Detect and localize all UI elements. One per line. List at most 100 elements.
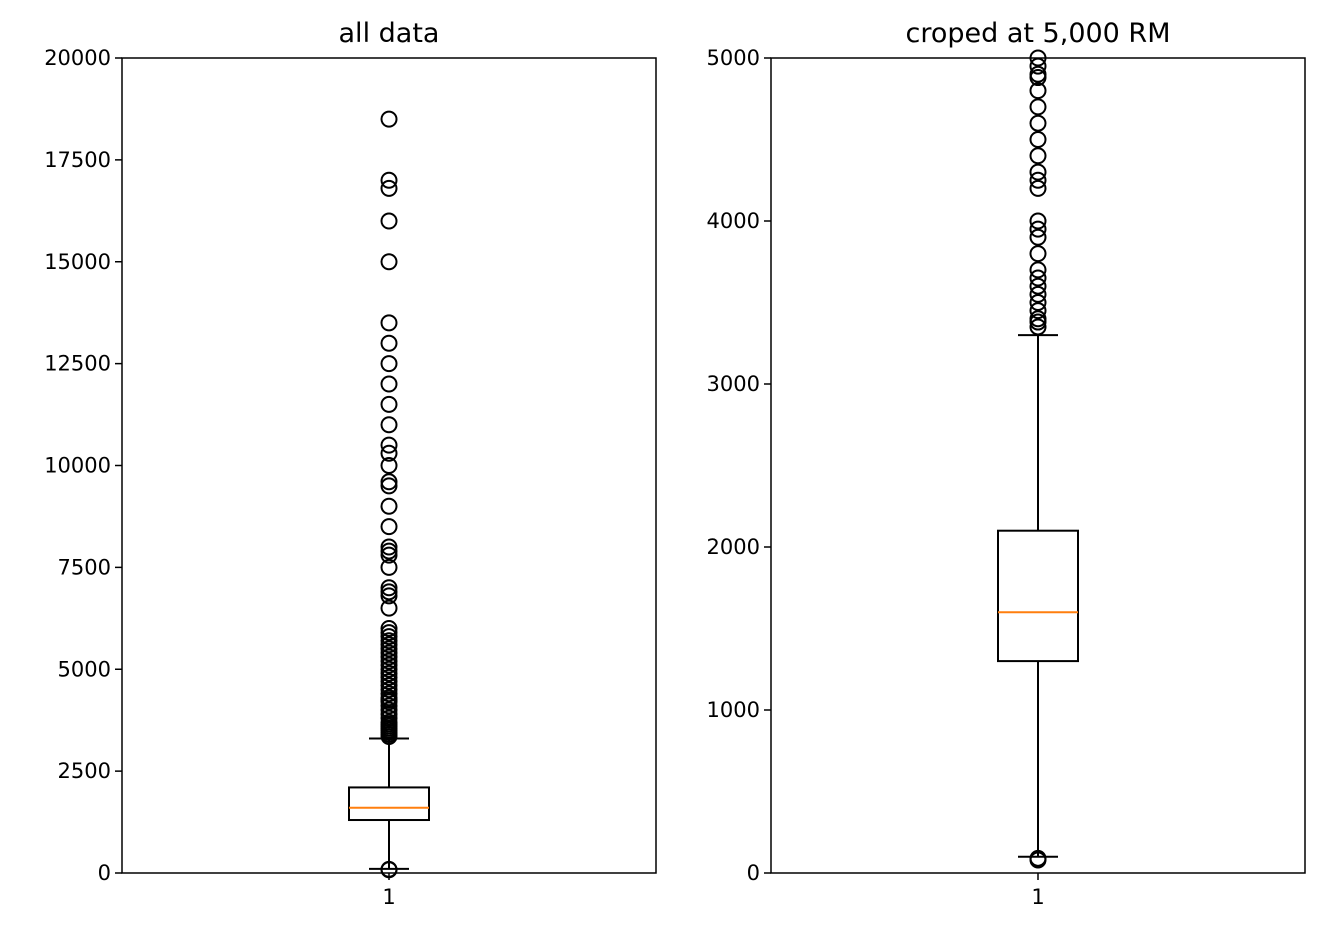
outlier-point xyxy=(380,713,398,731)
outlier-point xyxy=(380,583,398,601)
outlier-point xyxy=(380,644,398,662)
x-tick-label: 1 xyxy=(1031,885,1044,909)
outlier-point xyxy=(380,587,398,605)
x-axis-ticks-croped: 1 xyxy=(1031,873,1045,909)
outlier-point xyxy=(380,672,398,690)
box-iqr xyxy=(348,786,430,822)
y-tick-label: 17500 xyxy=(44,148,111,172)
outlier-point xyxy=(380,375,398,393)
outlier-point xyxy=(380,444,398,462)
outlier-point xyxy=(380,620,398,637)
y-tick-label: 10000 xyxy=(44,454,111,478)
y-tick-label: 1000 xyxy=(707,698,760,722)
y-tick-label: 0 xyxy=(747,861,760,885)
outlier-point xyxy=(1029,98,1047,116)
plot-frame-all-data xyxy=(121,57,657,874)
outlier-point xyxy=(380,436,398,454)
outlier-point xyxy=(380,640,398,658)
outlier-point xyxy=(380,477,398,495)
y-tick-label: 15000 xyxy=(44,250,111,274)
outlier-point xyxy=(380,656,398,674)
outlier-point xyxy=(1029,310,1047,328)
outlier-point xyxy=(380,546,398,564)
outlier-point xyxy=(1029,269,1047,287)
y-tick-label: 20000 xyxy=(44,46,111,70)
outlier-point xyxy=(1029,114,1047,132)
outlier-point xyxy=(380,689,398,707)
outlier-point xyxy=(380,668,398,686)
subplot-all-data: all data 0 2500 5000 7500 10000 12500 15000 175… xyxy=(44,18,657,909)
outlier-point xyxy=(1029,220,1047,238)
outlier-point xyxy=(380,212,398,230)
outlier-point xyxy=(380,395,398,413)
outlier-point xyxy=(1029,849,1047,867)
outlier-point xyxy=(380,660,398,678)
outlier-point xyxy=(380,457,398,474)
y-tick-label: 2500 xyxy=(58,759,111,783)
outlier-point xyxy=(380,110,398,128)
outlier-point xyxy=(380,558,398,576)
outlier-point xyxy=(380,709,398,727)
outlier-point xyxy=(380,416,398,434)
outlier-point xyxy=(380,628,398,646)
outlier-point xyxy=(1029,318,1047,336)
outlier-point xyxy=(380,632,398,650)
y-tick-label: 4000 xyxy=(707,209,760,233)
outlier-point xyxy=(380,355,398,373)
box-iqr xyxy=(997,529,1079,663)
y-tick-label: 3000 xyxy=(707,372,760,396)
outlier-point xyxy=(1029,277,1047,295)
outlier-point xyxy=(380,860,398,878)
y-axis-ticks-all-data: 0 2500 5000 7500 10000 12500 15000 17500 20000 xyxy=(44,46,122,885)
y-axis-ticks-croped: 0 1000 2000 3000 4000 5000 xyxy=(707,46,771,885)
outlier-point xyxy=(380,579,398,597)
outlier-point xyxy=(1029,82,1047,100)
outlier-point xyxy=(380,473,398,491)
outlier-point xyxy=(380,681,398,699)
outlier-point xyxy=(1029,179,1047,197)
y-tick-label: 0 xyxy=(98,861,111,885)
outlier-point xyxy=(380,685,398,703)
outlier-point xyxy=(1029,131,1047,148)
outlier-point xyxy=(380,518,398,536)
chart-title-croped: croped at 5,000 RM xyxy=(906,18,1171,49)
outlier-point xyxy=(380,538,398,556)
outlier-point xyxy=(1029,147,1047,165)
outlier-point xyxy=(380,624,398,642)
chart-title-all-data: all data xyxy=(339,18,440,49)
outlier-point xyxy=(1029,285,1047,303)
y-tick-label: 5000 xyxy=(58,657,111,681)
outlier-point xyxy=(1029,294,1047,311)
outlier-point xyxy=(1029,302,1047,320)
y-tick-label: 5000 xyxy=(707,46,760,70)
y-tick-label: 7500 xyxy=(58,555,111,579)
plot-frame-croped xyxy=(770,57,1306,874)
outlier-point xyxy=(380,648,398,666)
outlier-point xyxy=(380,701,398,719)
outlier-point xyxy=(380,636,398,654)
outlier-point xyxy=(380,664,398,682)
outlier-point xyxy=(380,652,398,670)
outlier-point xyxy=(1029,245,1047,263)
y-tick-label: 2000 xyxy=(707,535,760,559)
subplot-croped: croped at 5,000 RM 0 1000 2000 3000 4000 5000… xyxy=(707,18,1306,909)
outlier-point xyxy=(380,253,398,271)
outlier-point xyxy=(380,171,398,189)
outlier-point xyxy=(1029,228,1047,246)
outlier-point xyxy=(1029,212,1047,230)
outlier-point xyxy=(1029,171,1047,189)
outlier-point xyxy=(380,599,398,617)
outlier-point xyxy=(1029,65,1047,83)
outlier-point xyxy=(380,677,398,695)
outlier-point xyxy=(380,314,398,332)
outlier-point xyxy=(380,497,398,515)
outlier-point xyxy=(380,179,398,197)
y-tick-label: 12500 xyxy=(44,352,111,376)
outlier-point xyxy=(380,334,398,352)
box-plot-all-data xyxy=(348,110,430,879)
outlier-point xyxy=(1029,163,1047,181)
outlier-point xyxy=(1029,261,1047,279)
outlier-point xyxy=(380,697,398,715)
